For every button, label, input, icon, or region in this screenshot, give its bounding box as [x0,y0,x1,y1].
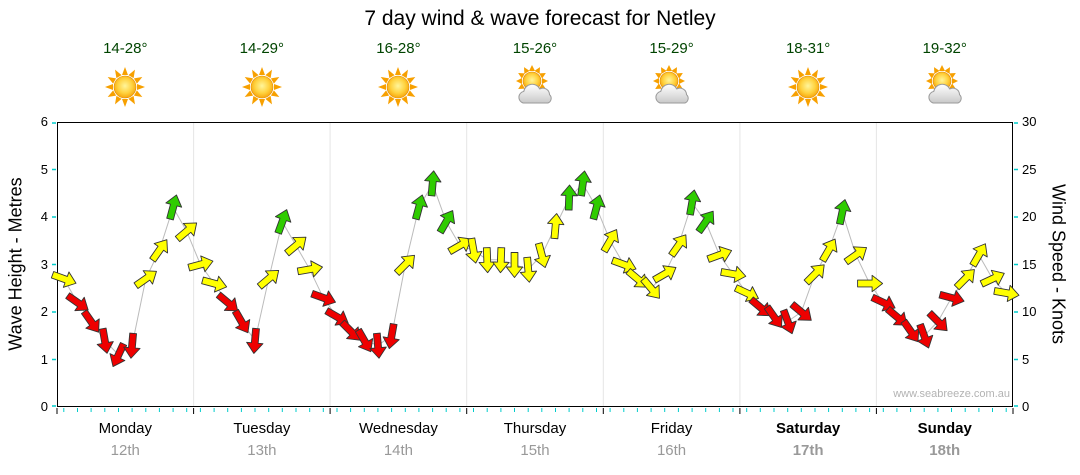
wind-speed-tick-label: 10 [1022,304,1037,319]
temperature-range: 15-29° [649,40,694,57]
temperature-range: 19-32° [922,40,967,57]
day-name-label: Friday [650,420,693,437]
sunny-icon [376,65,420,109]
day-name-label: Tuesday [233,420,291,437]
sunny-icon [103,65,147,109]
day-name-label: Saturday [776,420,841,437]
day-header-saturday: 18-31° [740,40,877,114]
day-header-sunday: 19-32° [876,40,1013,114]
day-date-label: 18th [929,442,961,459]
wind-speed-tick-label: 30 [1022,114,1037,129]
wind-speed-tick-label: 15 [1022,256,1037,272]
day-header-tuesday: 14-29° [194,40,331,114]
wave-height-tick-label: 6 [40,114,48,129]
day-header-friday: 15-29° [603,40,740,114]
day-name-label: Monday [98,420,152,437]
wind-arrows-chart [50,122,1020,414]
wave-height-tick-label: 1 [40,351,48,367]
temperature-range: 14-29° [239,40,285,57]
partly-cloudy-icon [923,65,967,109]
day-date-label: 17th [792,442,824,459]
chart-title: 7 day wind & wave forecast for Netley [364,7,716,30]
wind-speed-tick-label: 25 [1022,161,1037,177]
temperature-range: 18-31° [785,40,831,57]
day-date-label: 16th [656,442,687,459]
watermark: www.seabreeze.com.au [893,388,1010,400]
sunny-icon [240,65,284,109]
day-header-wednesday: 16-28° [330,40,467,114]
temperature-range: 16-28° [376,40,421,57]
wave-height-tick-label: 0 [40,399,48,414]
wave-height-tick-label: 5 [40,161,48,177]
wind-speed-tick-label: 5 [1022,351,1030,367]
partly-cloudy-icon [650,65,694,109]
temperature-range: 14-28° [103,40,148,57]
partly-cloudy-icon [513,65,557,109]
day-name-label: Wednesday [358,420,438,437]
wave-height-tick-label: 4 [40,209,48,224]
day-date-label: 15th [520,442,550,459]
day-header-monday: 14-28° [57,40,194,114]
temperature-range: 15-26° [512,40,558,57]
day-name-label: Sunday [917,420,972,437]
sunny-icon [786,65,830,109]
day-date-label: 14th [383,442,414,459]
wind-speed-tick-label: 20 [1022,209,1037,224]
day-name-label: Thursday [503,420,567,437]
day-headers: 14-28° 14-29° 16-28° 15-26° 15-29° 18-31° 19… [57,40,1013,120]
wind-speed-tick-label: 0 [1022,399,1030,414]
wave-height-tick-label: 3 [40,256,48,272]
wave-height-tick-label: 2 [40,304,48,319]
day-date-label: 12th [110,442,140,459]
day-date-label: 13th [247,442,277,459]
day-header-thursday: 15-26° [467,40,604,114]
